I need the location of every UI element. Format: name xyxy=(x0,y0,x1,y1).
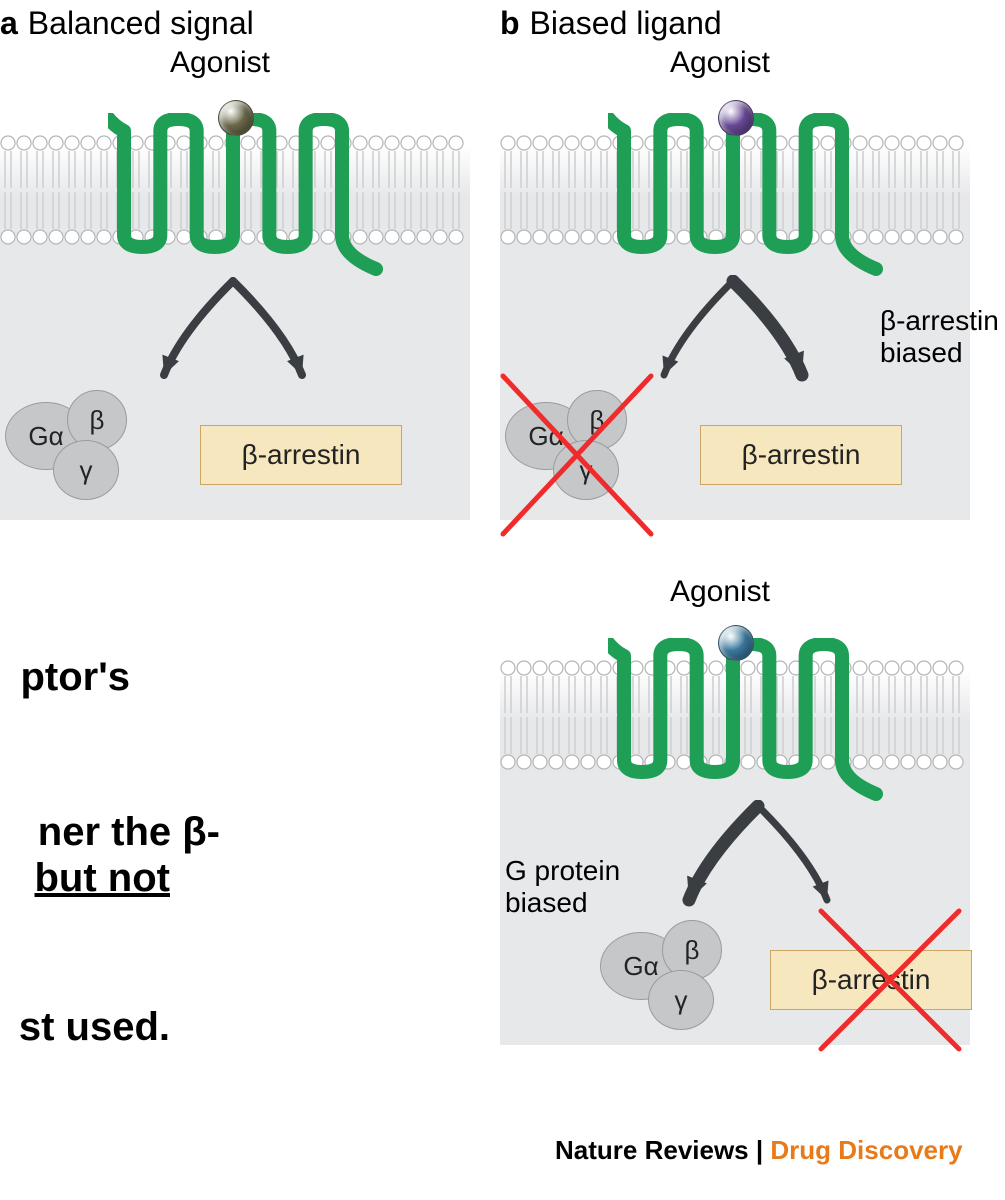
panel-a-title: a Balanced signal xyxy=(0,5,254,42)
edge-text-line3: st used. xyxy=(0,1005,170,1050)
panel-b2: Gαβγβ-arrestin xyxy=(500,615,970,1045)
panel-a-agonist-label: Agonist xyxy=(120,46,320,80)
red-x-icon xyxy=(497,370,657,545)
panel-a-letter: a xyxy=(0,5,18,41)
signal-arrows-icon xyxy=(643,800,873,915)
g-protein-trimer: Gαβγ xyxy=(600,920,780,1060)
edge-text-line1: ptor's xyxy=(0,655,130,700)
g-gamma-subunit: γ xyxy=(53,440,119,500)
panel-a: Gαβγβ-arrestin xyxy=(0,90,470,520)
edge-text-line2b: but not xyxy=(0,856,170,901)
panel-b-letter: b xyxy=(500,5,520,41)
panel-b-title-text: Biased ligand xyxy=(530,5,722,41)
diagram-canvas: aBalanced signal Agonist bBiased ligand … xyxy=(0,0,1005,1200)
panel-a-title-text: Balanced signal xyxy=(28,5,254,41)
g-gamma-subunit: γ xyxy=(648,970,714,1030)
credit-left: Nature Reviews xyxy=(555,1135,749,1165)
credit-right: Drug Discovery xyxy=(770,1135,962,1165)
signal-arrows-icon xyxy=(118,275,348,390)
panel-b2-agonist-label: Agonist xyxy=(620,575,820,609)
panel-b1-agonist-label: Agonist xyxy=(620,46,820,80)
panel-b1-side-label: β-arrestinbiased xyxy=(880,305,999,369)
credit-line: Nature Reviews | Drug Discovery xyxy=(555,1135,963,1166)
g-protein-trimer: Gαβγ xyxy=(5,390,185,530)
agonist-dot-icon xyxy=(718,100,754,136)
panel-b-title: b Biased ligand xyxy=(500,5,722,42)
credit-sep: | xyxy=(749,1135,771,1165)
edge-text-line2a: ner the β- xyxy=(0,810,220,855)
agonist-dot-icon xyxy=(218,100,254,136)
beta-arrestin-box: β-arrestin xyxy=(700,425,902,485)
agonist-dot-icon xyxy=(718,625,754,661)
beta-arrestin-box: β-arrestin xyxy=(200,425,402,485)
panel-b2-side-label: G proteinbiased xyxy=(505,855,620,919)
red-x-icon xyxy=(815,905,965,1060)
